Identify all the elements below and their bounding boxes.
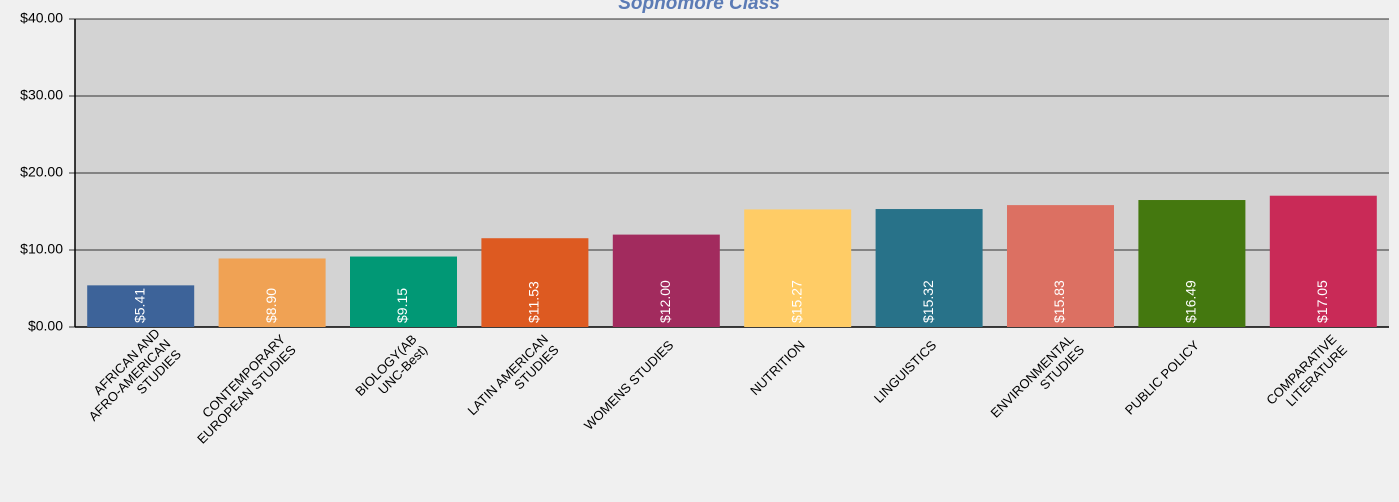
x-tick-label: AFRICAN ANDAFRO-AMERICANSTUDIES: [75, 325, 184, 434]
value-label: $12.00: [657, 280, 673, 323]
y-tick-label: $0.00: [28, 318, 63, 334]
value-label: $15.27: [788, 280, 804, 323]
value-label: $17.05: [1314, 280, 1330, 323]
x-tick-label: PUBLIC POLICY: [1122, 337, 1202, 417]
y-tick-label: $10.00: [20, 241, 63, 257]
x-tick-label: NUTRITION: [747, 338, 808, 399]
value-label: $5.41: [131, 288, 147, 323]
value-label: $8.90: [263, 288, 279, 323]
x-tick-label: ENVIRONMENTALSTUDIES: [988, 331, 1088, 431]
bar: [875, 209, 983, 327]
bar: [87, 285, 195, 327]
x-tick-label: WOMENS STUDIES: [581, 337, 677, 433]
x-tick-label: COMPARATIVELITERATURE: [1263, 331, 1350, 418]
bar: [744, 209, 852, 327]
value-label: $16.49: [1183, 280, 1199, 323]
value-label: $11.53: [526, 281, 542, 323]
y-tick-label: $20.00: [20, 164, 63, 180]
value-label: $15.32: [920, 280, 936, 323]
bar: [612, 234, 720, 327]
x-tick-label: CONTEMPORARYEUROPEAN STUDIES: [184, 331, 299, 446]
y-tick-label: $30.00: [20, 87, 63, 103]
bar: [481, 238, 589, 327]
y-tick-label: $40.00: [20, 10, 63, 26]
bar: [218, 258, 326, 327]
chart-title: Sophomore Class: [618, 0, 780, 14]
x-tick-label: BIOLOGY(ABUNC-Best): [352, 332, 430, 410]
bar: [350, 256, 457, 327]
x-tick-label: LINGUISTICS: [871, 337, 940, 406]
value-label: $9.15: [394, 288, 410, 323]
value-label: $15.83: [1051, 280, 1067, 323]
bar: [1138, 200, 1246, 327]
bar: [1269, 195, 1377, 327]
bar: [1007, 205, 1114, 327]
x-tick-label: LATIN AMERICANSTUDIES: [464, 331, 561, 428]
